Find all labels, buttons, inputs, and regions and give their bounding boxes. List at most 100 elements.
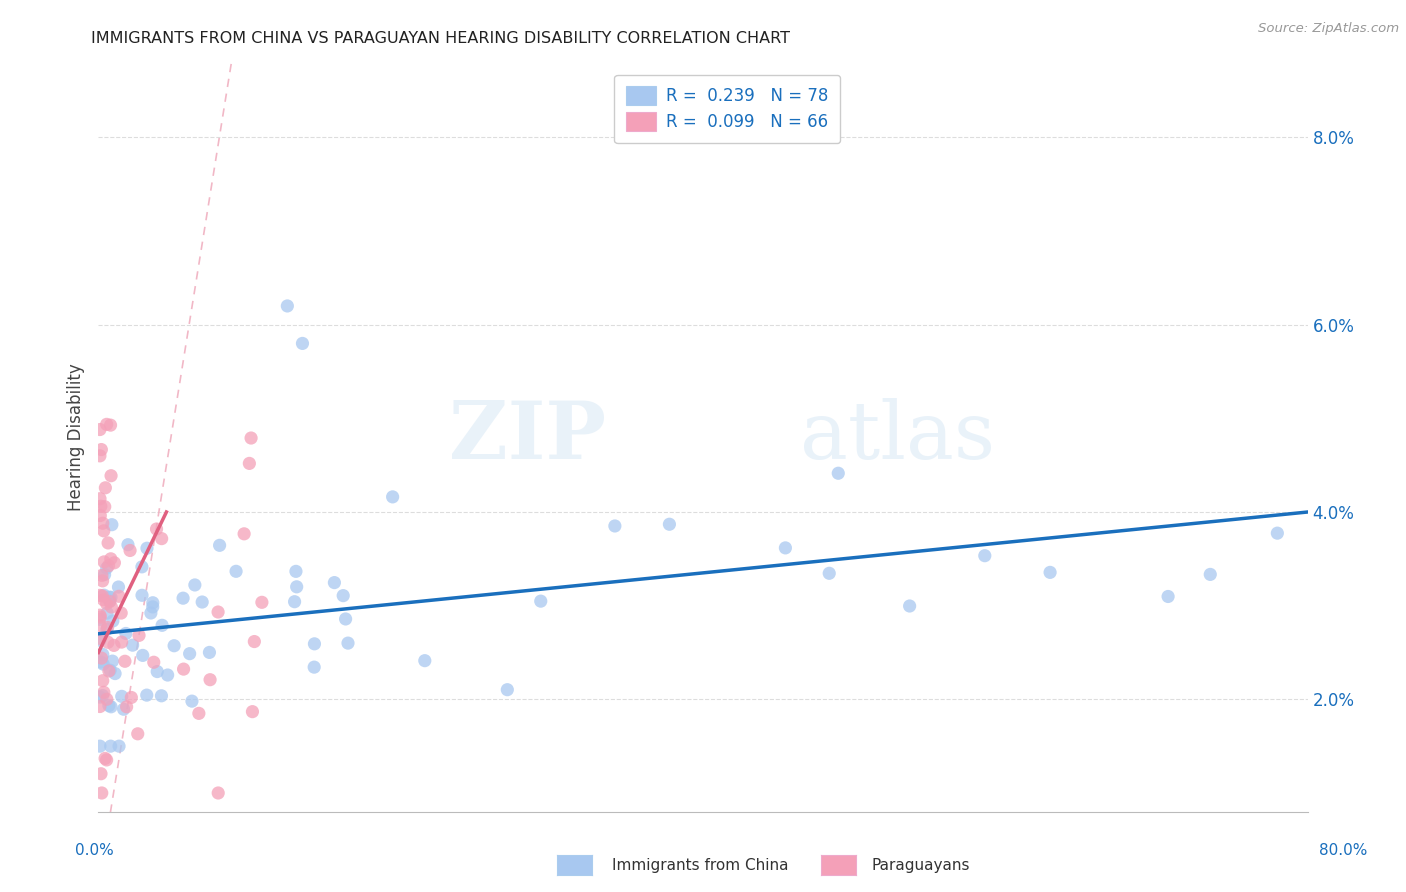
Point [198, 673, 221, 687]
Point [91, 648, 114, 662]
Point [146, 665, 169, 679]
Point [98, 591, 121, 605]
Point [658, 517, 681, 532]
Point [89, 739, 111, 753]
Text: IMMIGRANTS FROM CHINA VS PARAGUAYAN HEARING DISABILITY CORRELATION CHART: IMMIGRANTS FROM CHINA VS PARAGUAYAN HEAR… [91, 31, 790, 46]
Point [335, 612, 357, 626]
Point [973, 549, 995, 563]
Point [150, 689, 173, 703]
Point [775, 541, 797, 555]
Point [191, 595, 214, 609]
Point [96, 561, 118, 575]
Point [108, 589, 131, 603]
Text: atlas: atlas [800, 398, 995, 476]
Point [103, 556, 125, 570]
Point [89, 612, 111, 626]
Point [94, 751, 117, 765]
Point [163, 639, 186, 653]
Text: 0.0%: 0.0% [75, 843, 114, 857]
Point [198, 645, 221, 659]
Point [207, 786, 229, 800]
Point [97, 620, 120, 634]
Point [381, 490, 404, 504]
Point [233, 526, 256, 541]
Point [173, 662, 195, 676]
Point [285, 580, 308, 594]
Point [91, 657, 114, 672]
Point [115, 699, 138, 714]
Point [1039, 566, 1062, 580]
Point [302, 660, 325, 674]
Point [103, 639, 125, 653]
Text: Immigrants from China: Immigrants from China [612, 858, 789, 872]
Point [240, 431, 263, 445]
Point [120, 690, 142, 705]
Point [179, 647, 201, 661]
Point [90, 651, 112, 665]
Point [139, 606, 162, 620]
Point [98, 663, 121, 677]
Point [104, 666, 127, 681]
Point [91, 689, 114, 703]
Point [291, 336, 314, 351]
Point [818, 566, 841, 581]
Point [100, 418, 122, 433]
Point [93, 588, 115, 602]
Point [238, 457, 260, 471]
Point [90, 786, 112, 800]
Point [93, 685, 115, 699]
Point [131, 559, 153, 574]
Point [1157, 590, 1180, 604]
Point [100, 591, 122, 605]
Point [111, 690, 134, 704]
Point [89, 632, 111, 646]
Point [89, 608, 111, 623]
Text: Paraguayans: Paraguayans [872, 858, 970, 872]
Point [97, 664, 120, 678]
Point [96, 606, 118, 620]
Point [142, 599, 165, 614]
Point [91, 589, 114, 603]
Point [172, 591, 194, 606]
Text: Source: ZipAtlas.com: Source: ZipAtlas.com [1258, 22, 1399, 36]
Point [142, 655, 165, 669]
Point [114, 654, 136, 668]
Point [96, 753, 118, 767]
Point [127, 727, 149, 741]
Point [284, 565, 307, 579]
Point [128, 628, 150, 642]
Point [150, 618, 173, 632]
Point [530, 594, 553, 608]
Point [150, 532, 173, 546]
Point [207, 605, 229, 619]
Point [101, 614, 124, 628]
Point [156, 668, 179, 682]
Point [97, 536, 120, 550]
Point [96, 597, 118, 611]
Point [89, 610, 111, 624]
Point [91, 673, 114, 688]
Point [101, 654, 124, 668]
Point [337, 636, 360, 650]
Point [117, 538, 139, 552]
Point [112, 702, 135, 716]
Point [93, 592, 115, 607]
Point [243, 634, 266, 648]
Point [118, 543, 141, 558]
Legend: R =  0.239   N = 78, R =  0.099   N = 66: R = 0.239 N = 78, R = 0.099 N = 66 [614, 75, 839, 143]
Point [1199, 567, 1222, 582]
Point [187, 706, 209, 721]
Point [89, 618, 111, 632]
Point [89, 491, 111, 506]
Point [90, 655, 112, 669]
Point [98, 594, 121, 608]
Point [89, 690, 111, 704]
Point [90, 568, 112, 582]
Point [132, 648, 155, 663]
Point [225, 564, 247, 578]
Point [100, 699, 122, 714]
Point [250, 595, 273, 609]
Point [136, 541, 159, 556]
Point [97, 558, 120, 573]
Point [107, 580, 129, 594]
